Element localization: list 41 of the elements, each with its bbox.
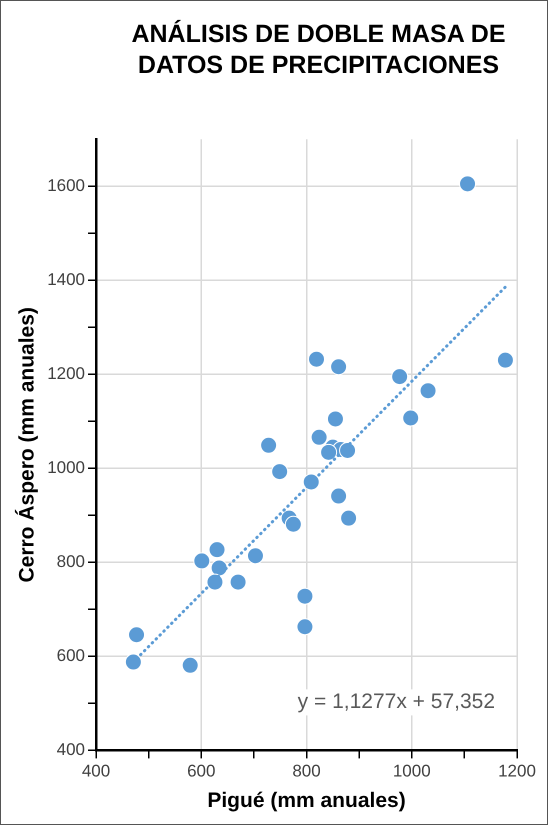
point bbox=[391, 368, 408, 386]
point bbox=[246, 547, 264, 564]
point bbox=[271, 463, 288, 480]
point bbox=[260, 436, 278, 454]
y-tick-label: 1600 bbox=[47, 176, 86, 195]
point bbox=[193, 552, 210, 570]
point bbox=[182, 656, 199, 674]
x-tick-label: 600 bbox=[187, 761, 216, 780]
x-tick-label: 1000 bbox=[392, 761, 431, 780]
point bbox=[128, 626, 146, 644]
point bbox=[330, 358, 348, 376]
point bbox=[284, 516, 302, 533]
point bbox=[459, 175, 476, 192]
point bbox=[320, 444, 338, 461]
y-tick-label: 1400 bbox=[47, 270, 86, 289]
y-tick-label: 400 bbox=[56, 740, 86, 760]
x-tick-label: 800 bbox=[292, 761, 321, 780]
y-axis-title: Cerro Áspero (mm anuales) bbox=[14, 307, 38, 583]
y-tick-label: 800 bbox=[56, 552, 86, 572]
point bbox=[296, 618, 314, 636]
point bbox=[310, 428, 328, 446]
y-tick-label: 1000 bbox=[47, 458, 86, 477]
chart-title: ANÁLISIS DE DOBLE MASA DE DATOS DE PRECIPITACIONES bbox=[130, 19, 507, 81]
x-axis-title: Pigué (mm anuales) bbox=[207, 789, 406, 812]
point bbox=[496, 352, 514, 369]
point bbox=[124, 654, 142, 671]
point bbox=[420, 382, 437, 400]
annotation: y = 1,1277x + 57,352 bbox=[298, 690, 495, 714]
point bbox=[339, 442, 356, 459]
point bbox=[326, 410, 344, 428]
point bbox=[330, 488, 348, 505]
point bbox=[208, 541, 226, 558]
x-tick-label: 1200 bbox=[498, 761, 536, 780]
y-tick-label: 600 bbox=[56, 646, 86, 666]
x-tick-label: 400 bbox=[82, 761, 110, 780]
point bbox=[296, 588, 314, 605]
point bbox=[308, 350, 326, 368]
y-tick-label: 1200 bbox=[47, 364, 86, 383]
point bbox=[340, 510, 358, 527]
point bbox=[402, 410, 420, 426]
point bbox=[230, 574, 247, 591]
